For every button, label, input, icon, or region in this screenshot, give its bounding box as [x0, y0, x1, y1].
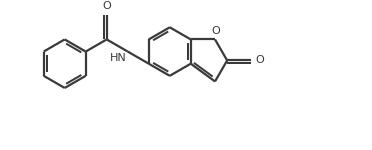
Text: HN: HN	[110, 53, 126, 63]
Text: O: O	[212, 26, 221, 36]
Text: O: O	[102, 1, 111, 11]
Text: O: O	[255, 56, 264, 65]
